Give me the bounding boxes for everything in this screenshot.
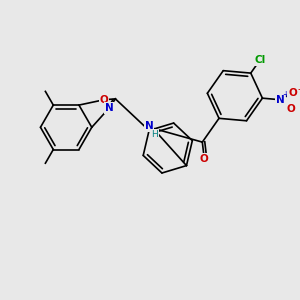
Text: +: + <box>282 90 288 99</box>
Text: O: O <box>288 88 297 98</box>
Text: N: N <box>145 121 153 131</box>
Text: -: - <box>298 84 300 94</box>
Text: H: H <box>152 130 158 139</box>
Text: O: O <box>287 103 296 114</box>
Text: O: O <box>100 95 108 105</box>
Text: Cl: Cl <box>254 55 266 65</box>
Text: N: N <box>105 103 113 113</box>
Text: N: N <box>276 95 284 105</box>
Text: O: O <box>200 154 209 164</box>
